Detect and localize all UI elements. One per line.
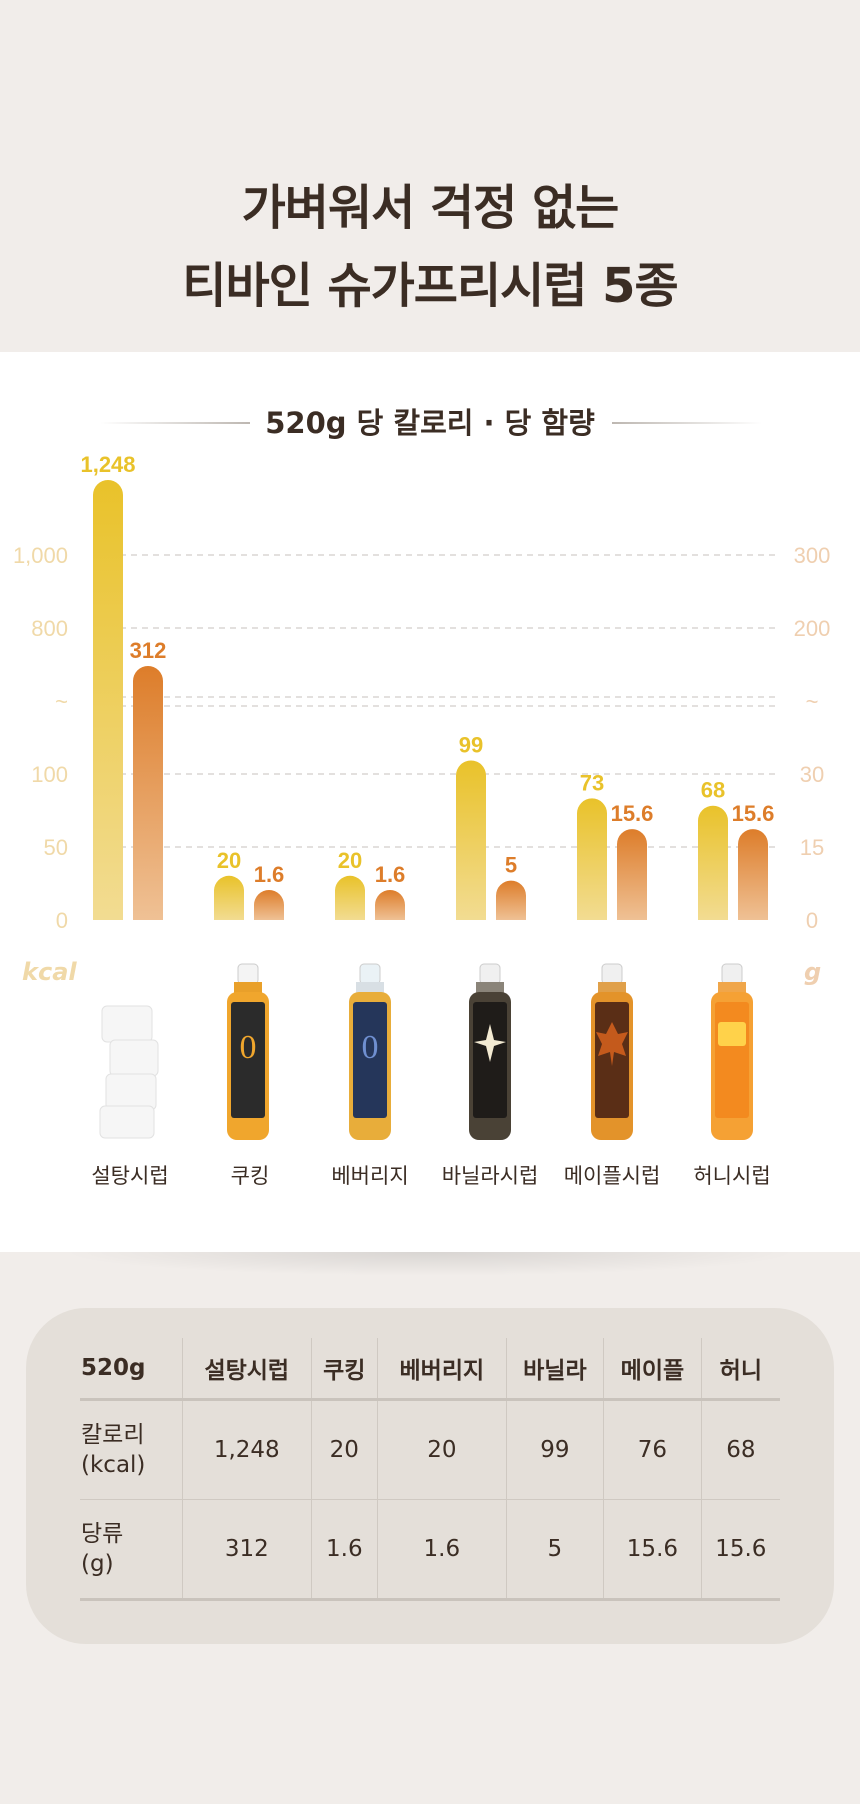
bar-value-label: 99 — [459, 732, 483, 757]
table-cell: 76 — [603, 1399, 702, 1500]
bar-value-label: 312 — [130, 638, 167, 663]
bar-value-label: 1.6 — [254, 862, 285, 887]
bar — [254, 890, 284, 920]
bar-value-label: 20 — [217, 848, 241, 873]
table-cell: 20 — [310, 1399, 378, 1500]
table-row: 칼로리 (kcal) 1,248 20 20 99 76 68 — [80, 1399, 780, 1500]
bar — [496, 880, 526, 920]
right-tick-label: 200 — [794, 616, 831, 641]
svg-text:0: 0 — [240, 1029, 257, 1066]
left-tick-label: ~ — [55, 689, 68, 714]
right-tick-label: 300 — [794, 543, 831, 568]
product-name-cooking: 쿠킹 — [230, 1164, 270, 1188]
hero-banner: 가벼워서 걱정 없는 티바인 슈가프리시럽 5종 — [0, 0, 860, 352]
bar — [133, 666, 163, 920]
table-row: 당류 (g) 312 1.6 1.6 5 15.6 15.6 — [80, 1499, 780, 1601]
right-unit-label: g — [804, 958, 822, 986]
table-cell: 5 — [505, 1499, 604, 1601]
table-header-row: 520g 설탕시럽 쿠킹 베버리지 바닐라 메이플 허니 — [80, 1338, 780, 1401]
bar — [698, 805, 728, 920]
product-name-maple: 메이플시럽 — [563, 1164, 661, 1188]
product-name-sugar: 설탕시럽 — [91, 1164, 169, 1188]
hero-title-line2: 티바인 슈가프리시럽 5종 — [182, 258, 678, 314]
bar-value-label: 15.6 — [611, 801, 654, 826]
bar-value-label: 15.6 — [732, 801, 775, 826]
maple-syrup-bottle — [591, 963, 633, 1140]
row-label: 칼로리 (kcal) — [80, 1399, 183, 1500]
right-tick-label: 30 — [800, 762, 824, 787]
row-label-line2: (g) — [81, 1551, 114, 1577]
row-label: 당류 (g) — [80, 1499, 183, 1601]
left-tick-label: 100 — [31, 762, 68, 787]
table-cell: 68 — [700, 1399, 780, 1500]
left-tick-label: 50 — [44, 835, 68, 860]
table-header: 520g — [80, 1338, 183, 1401]
bar-value-label: 1,248 — [80, 452, 135, 477]
table-header: 바닐라 — [505, 1338, 604, 1401]
table-cell: 20 — [377, 1399, 507, 1500]
title-decoration-left — [100, 422, 250, 424]
bar — [335, 875, 365, 920]
row-label-line2: (kcal) — [81, 1452, 146, 1478]
table-cell: 99 — [505, 1399, 604, 1500]
vanilla-syrup-bottle — [469, 963, 511, 1140]
table-header: 메이플 — [603, 1338, 702, 1401]
bar — [617, 829, 647, 920]
left-tick-label: 800 — [31, 616, 68, 641]
table-header: 쿠킹 — [310, 1338, 378, 1401]
right-tick-label: 0 — [806, 908, 818, 933]
table-cell: 1,248 — [182, 1399, 312, 1500]
table-cell: 15.6 — [603, 1499, 702, 1601]
product-name-beverage: 베버리지 — [331, 1164, 409, 1188]
table-cell: 15.6 — [700, 1499, 780, 1601]
bar — [456, 760, 486, 920]
bar — [577, 798, 607, 920]
bar-value-label: 1.6 — [375, 862, 406, 887]
cooking-syrup-bottle: 0 — [227, 963, 269, 1140]
hero-title-line1: 가벼워서 걱정 없는 — [241, 180, 620, 236]
table-cell: 1.6 — [377, 1499, 507, 1601]
title-decoration-right — [612, 422, 762, 424]
left-tick-label: 0 — [56, 908, 68, 933]
table-cell: 312 — [182, 1499, 312, 1601]
right-tick-label: ~ — [806, 689, 819, 714]
sugar-cubes-image — [99, 1005, 159, 1139]
bar — [93, 480, 123, 920]
table-header: 설탕시럽 — [182, 1338, 312, 1401]
table-cell: 1.6 — [310, 1499, 378, 1601]
bar-value-label: 73 — [580, 770, 604, 795]
honey-syrup-bottle — [711, 963, 753, 1140]
row-label-line1: 칼로리 — [81, 1422, 145, 1448]
bar-value-label: 20 — [338, 848, 362, 873]
product-name-honey: 허니시럽 — [693, 1164, 771, 1188]
left-unit-label: kcal — [22, 958, 77, 986]
bar — [214, 875, 244, 920]
bar-value-label: 5 — [505, 853, 517, 878]
left-tick-label: 1,000 — [13, 543, 68, 568]
svg-text:0: 0 — [362, 1029, 379, 1066]
right-tick-label: 15 — [800, 835, 824, 860]
product-name-vanilla: 바닐라시럽 — [441, 1164, 539, 1188]
table-header: 베버리지 — [377, 1338, 507, 1401]
nutrition-table: 520g 설탕시럽 쿠킹 베버리지 바닐라 메이플 허니 칼로리 (kcal) 1… — [80, 1338, 780, 1601]
bar-chart: 0 50 100 ~800 1,000 0 15 30 ~200 300 1,248 312 20 1.6… — [13, 452, 831, 933]
row-label-line1: 당류 — [81, 1521, 124, 1547]
bar-value-label: 68 — [701, 778, 725, 803]
panel-shadow — [60, 1252, 800, 1276]
table-header: 허니 — [700, 1338, 780, 1401]
chart-title: 520g 당 칼로리 · 당 함량 — [265, 406, 595, 440]
bar — [738, 829, 768, 920]
beverage-syrup-bottle: 0 — [349, 963, 391, 1140]
bar — [375, 890, 405, 920]
